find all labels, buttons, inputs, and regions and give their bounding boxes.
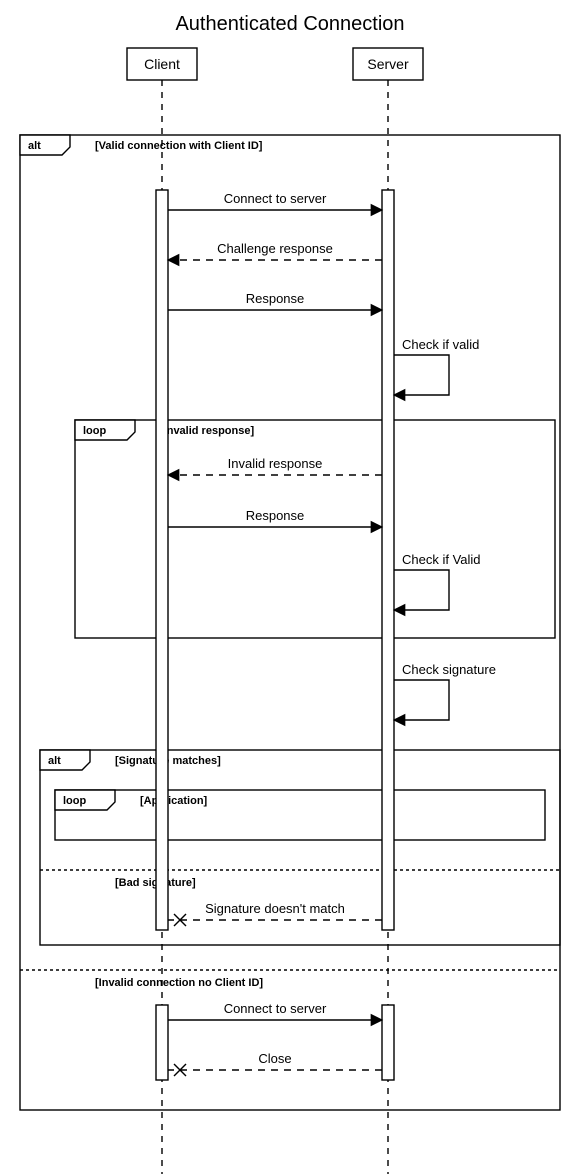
svg-text:Client: Client [144, 56, 180, 72]
svg-text:[Valid connection with Client: [Valid connection with Client ID] [95, 140, 263, 152]
svg-text:Challenge response: Challenge response [217, 241, 333, 256]
svg-text:Server: Server [367, 56, 409, 72]
svg-text:[Application]: [Application] [140, 795, 208, 807]
svg-text:Response: Response [246, 508, 305, 523]
svg-text:[Invalid connection no Client: [Invalid connection no Client ID] [95, 977, 263, 989]
message-1: Challenge response [168, 241, 382, 260]
message-6: Connect to server [168, 1001, 382, 1020]
svg-text:Check if Valid: Check if Valid [402, 552, 481, 567]
svg-text:[Invalid response]: [Invalid response] [160, 425, 254, 437]
message-2: Response [168, 291, 382, 310]
self-message-1: Check if Valid [394, 552, 481, 610]
svg-text:loop: loop [83, 425, 106, 437]
fragment-loop-1: loop [Invalid response] [75, 420, 555, 638]
svg-text:Invalid response: Invalid response [228, 456, 323, 471]
svg-text:Response: Response [246, 291, 305, 306]
svg-text:alt: alt [28, 140, 41, 152]
message-5: Signature doesn't match [168, 901, 382, 926]
actor-server: Server [353, 48, 423, 80]
svg-text:alt: alt [48, 755, 61, 767]
fragment-loop-3: loop [Application] [55, 790, 545, 840]
message-7: Close [168, 1051, 382, 1076]
svg-text:loop: loop [63, 795, 86, 807]
svg-text:Check if valid: Check if valid [402, 337, 479, 352]
svg-text:Close: Close [258, 1051, 291, 1066]
svg-text:Connect to server: Connect to server [224, 191, 327, 206]
svg-text:Check signature: Check signature [402, 662, 496, 677]
actor-client: Client [127, 48, 197, 80]
message-4: Response [168, 508, 382, 527]
svg-text:Connect to server: Connect to server [224, 1001, 327, 1016]
diagram-title: Authenticated Connection [175, 13, 404, 35]
message-0: Connect to server [168, 191, 382, 210]
svg-text:Signature doesn't match: Signature doesn't match [205, 901, 345, 916]
activation-server-1 [382, 190, 394, 930]
self-message-0: Check if valid [394, 337, 479, 395]
activation-client-0 [156, 190, 168, 930]
activation-server-3 [382, 1005, 394, 1080]
message-3: Invalid response [168, 456, 382, 475]
activation-client-2 [156, 1005, 168, 1080]
self-message-2: Check signature [394, 662, 496, 720]
fragment-alt-0: alt [Valid connection with Client ID] [Inv… [20, 135, 560, 1110]
